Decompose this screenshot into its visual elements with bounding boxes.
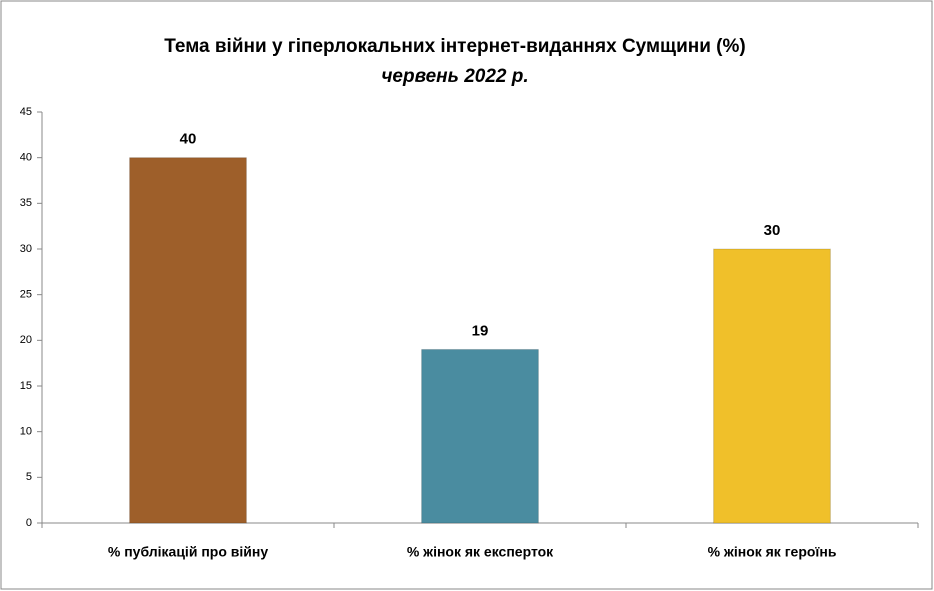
y-tick-label: 15 (20, 380, 32, 392)
bar (129, 157, 247, 524)
y-tick-label: 35 (20, 197, 32, 209)
data-label: 40 (180, 131, 197, 148)
x-tick-label: % жінок як експерток (407, 544, 554, 560)
y-tick-label: 40 (20, 152, 32, 164)
y-tick-label: 25 (20, 289, 32, 301)
x-tick-label: % публікацій про війну (108, 544, 268, 560)
y-tick-label: 45 (20, 106, 32, 118)
bar (713, 248, 831, 524)
y-tick-label: 5 (26, 471, 32, 483)
y-tick-label: 20 (20, 334, 32, 346)
y-tick-label: 30 (20, 243, 32, 255)
chart-title: Тема війни у гіперлокальних інтернет-вид… (164, 36, 746, 57)
chart-subtitle: червень 2022 р. (381, 66, 528, 87)
data-label: 19 (472, 322, 489, 339)
y-tick-label: 10 (20, 426, 32, 438)
data-label: 30 (764, 222, 781, 239)
x-tick-label: % жінок як героїнь (708, 544, 837, 560)
y-tick-label: 0 (26, 517, 32, 529)
bar (421, 348, 539, 524)
